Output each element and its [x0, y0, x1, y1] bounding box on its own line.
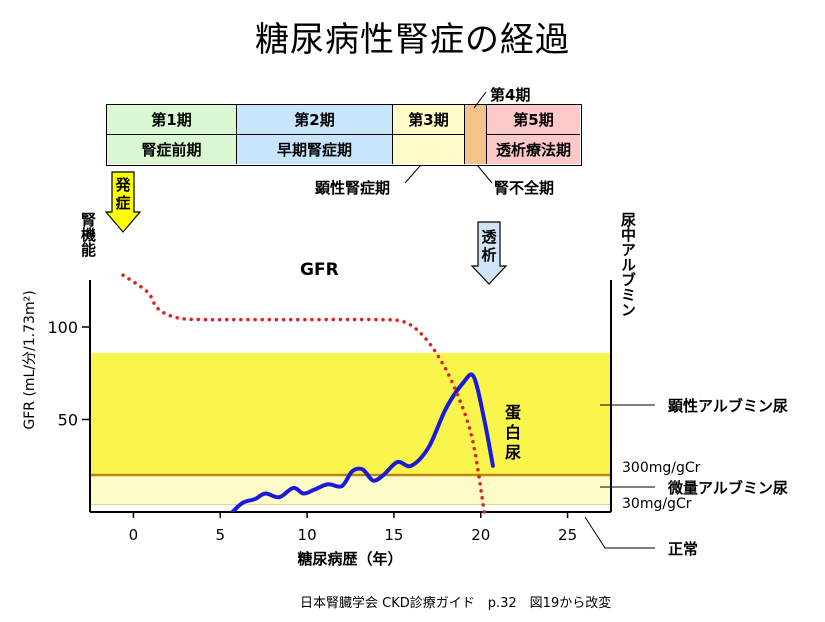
x-tick-label: 10 — [298, 526, 317, 544]
stage-4-name-callout: 腎不全期 — [494, 179, 555, 197]
x-tick-label: 25 — [558, 526, 577, 544]
stage-table: 第1期 第2期 第3期 第5期 腎症前期 早期腎症期 透析療法期 — [106, 104, 582, 166]
page-title: 糖尿病性腎症の経過 — [255, 20, 570, 60]
x-axis-label: 糖尿病歴（年） — [297, 550, 402, 568]
threshold-30-label: 30mg/gCr — [622, 496, 692, 512]
stage-3-header: 第3期 — [393, 105, 465, 135]
x-tick-label: 15 — [384, 526, 403, 544]
proteinuria-label-char: 白 — [505, 423, 521, 442]
micro-albuminuria-label: 微量アルブミン尿 — [667, 479, 788, 497]
stage-3-callout-line — [404, 165, 421, 184]
source-citation: 日本腎臓学会 CKD診療ガイド p.32 図19から改変 — [300, 596, 612, 611]
albumin-band-1 — [90, 352, 611, 475]
albumin-band-2 — [90, 475, 611, 505]
stage-4-callout: 第4期 — [490, 86, 531, 104]
threshold-300-label: 300mg/gCr — [622, 460, 701, 476]
stage-1-name: 腎症前期 — [107, 135, 237, 164]
y-tick-label: 100 — [47, 318, 78, 337]
stage-3-name-callout: 顕性腎症期 — [315, 179, 391, 197]
urine-albumin-label: 尿中アルブミン — [619, 212, 637, 317]
proteinuria-curve-label: 蛋白尿 — [505, 403, 521, 462]
stage-2-name: 早期腎症期 — [237, 135, 393, 164]
stage-4-name-callout-line — [477, 165, 493, 184]
stage-5-name: 透析療法期 — [487, 135, 580, 164]
proteinuria-label-char: 尿 — [505, 443, 521, 462]
y-tick-label: 50 — [58, 411, 78, 430]
overt-albuminuria-label: 顕性アルブミン尿 — [668, 397, 788, 415]
stage-4-cell — [465, 105, 487, 164]
dialysis-label-1: 透 — [481, 228, 497, 246]
dialysis-label-2: 析 — [481, 246, 496, 264]
gfr-axis-label: GFR (mL/分/1.73m²) — [22, 290, 38, 429]
stage-2-header: 第2期 — [237, 105, 393, 135]
x-tick-label: 5 — [215, 526, 225, 544]
onset-label-1: 発 — [114, 176, 131, 194]
stage-1-header: 第1期 — [107, 105, 237, 135]
proteinuria-curve — [230, 372, 495, 512]
onset-arrow-icon — [104, 171, 142, 233]
gfr-curve-label: GFR — [300, 260, 339, 280]
proteinuria-label-char: 蛋 — [505, 403, 521, 422]
x-tick-label: 20 — [471, 526, 490, 544]
stage-4-callout-line — [473, 91, 487, 109]
stage-3-name — [393, 135, 465, 164]
dialysis-arrow-icon — [470, 221, 508, 285]
x-tick-label: 0 — [129, 526, 139, 544]
onset-label-2: 症 — [115, 194, 130, 212]
normal-label: 正常 — [668, 540, 698, 558]
kidney-function-label: 腎機能 — [79, 212, 97, 257]
stage-5-header: 第5期 — [487, 105, 580, 135]
gfr-curve — [121, 273, 486, 514]
